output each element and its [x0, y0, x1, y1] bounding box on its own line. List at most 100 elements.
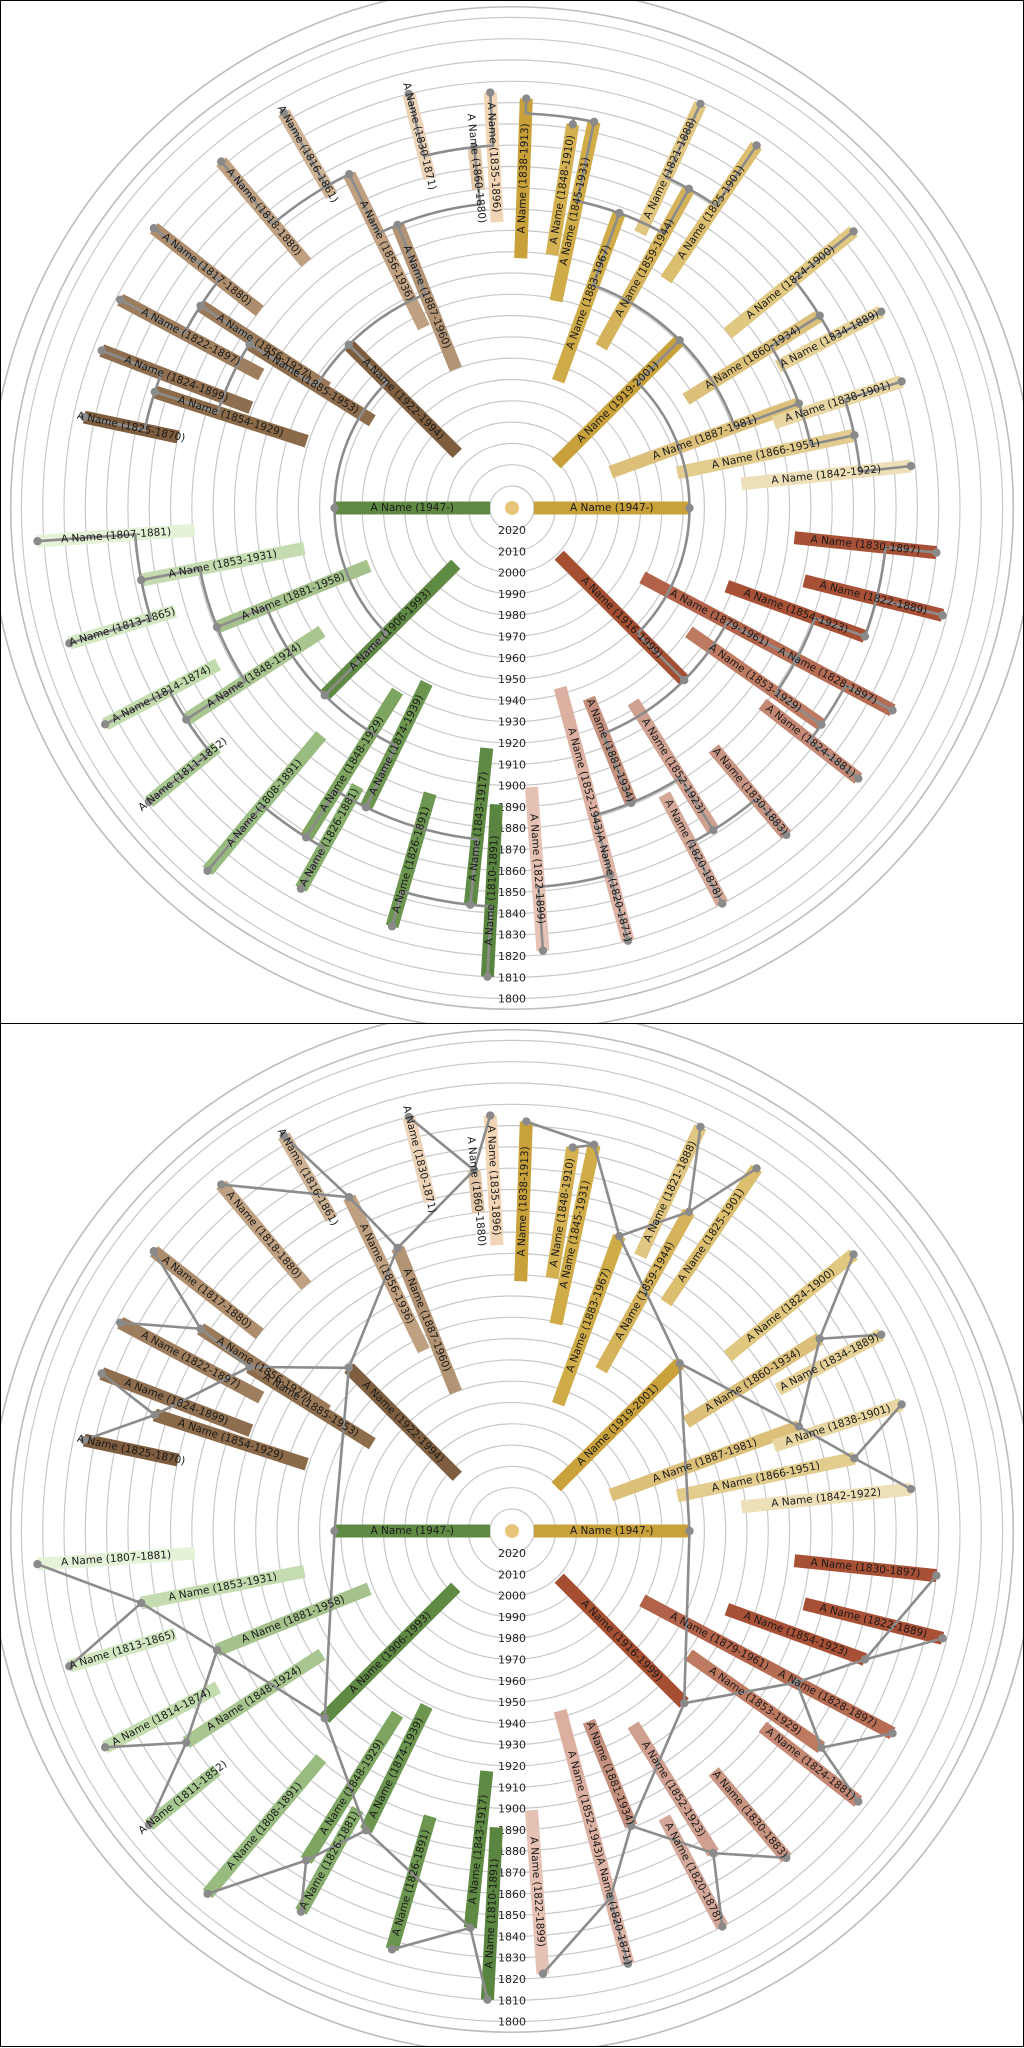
person-bar-c5[interactable] [685, 1649, 826, 1753]
person-bar-b13[interactable] [117, 1316, 265, 1404]
person-bar-a1[interactable] [551, 1358, 685, 1492]
person-bar-d1[interactable] [320, 1582, 461, 1723]
person-bar-b12[interactable] [149, 1246, 264, 1339]
birth-node [709, 825, 718, 835]
birth-node [344, 1363, 354, 1373]
person-bar-c10[interactable] [759, 1658, 896, 1740]
person-bar-c8[interactable] [793, 1554, 938, 1583]
person-label: A Name (1813-1865) [68, 1628, 177, 1672]
person-bar-b14[interactable] [99, 1367, 254, 1437]
person-bar-a3[interactable] [552, 1233, 626, 1407]
person-bar-d10[interactable] [102, 1681, 222, 1754]
birth-node [817, 1743, 826, 1752]
person-bar-d9[interactable] [67, 1627, 178, 1673]
birth-node [568, 120, 577, 129]
year-label: 1930 [498, 716, 526, 729]
person-bar-a15[interactable] [514, 1121, 533, 1282]
person-label: A Name (1830-1883) [710, 1769, 790, 1861]
person-bar-b2[interactable] [391, 1245, 462, 1395]
year-label: 1990 [498, 588, 526, 601]
year-label: 1950 [498, 1696, 526, 1709]
birth-node [149, 1247, 159, 1256]
person-bar-b6[interactable] [197, 1323, 331, 1417]
person-bar-a11[interactable] [740, 1482, 912, 1514]
person-bar-d12[interactable] [202, 1754, 327, 1898]
birth-node [938, 1634, 947, 1643]
person-bar-a12[interactable] [660, 1164, 762, 1307]
person-bar-c12[interactable] [708, 1767, 792, 1863]
birth-node [361, 1826, 371, 1835]
person-bar-d8[interactable] [37, 1546, 196, 1571]
person-bar-a7[interactable] [549, 1143, 601, 1326]
year-label: 1900 [498, 1803, 526, 1816]
person-bar-d6[interactable] [300, 1710, 404, 1864]
person-bar-d5[interactable] [182, 1648, 326, 1748]
person-bar-b11[interactable] [402, 1115, 437, 1204]
person-bar-c4[interactable] [724, 1603, 868, 1666]
person-bar-a8[interactable] [723, 1249, 858, 1362]
person-bar-c11[interactable] [758, 1721, 863, 1807]
person-bar-a5[interactable] [675, 1451, 856, 1503]
person-bar-d2[interactable] [214, 1582, 372, 1657]
year-ring [255, 1274, 769, 1788]
birth-node [615, 208, 624, 218]
year-label: 1840 [498, 907, 526, 920]
person-bar-d11[interactable] [144, 1764, 221, 1831]
person-label: A Name (1830-1897) [810, 533, 921, 556]
year-label: 2020 [498, 1547, 526, 1560]
birth-node [302, 1856, 311, 1865]
year-label: 1890 [498, 801, 526, 814]
birth-node [888, 1729, 897, 1738]
birth-node [850, 431, 859, 440]
birth-node [65, 639, 74, 648]
person-bar-c6[interactable] [627, 1721, 719, 1857]
birth-node [116, 295, 125, 304]
person-bar-a13[interactable] [634, 1124, 707, 1259]
birth-node [615, 1231, 624, 1241]
person-bar-a2[interactable] [608, 1420, 802, 1502]
person-bar-b7[interactable] [152, 1408, 309, 1471]
year-label: 1800 [498, 2016, 526, 2029]
birth-node [684, 1207, 694, 1217]
parent-link [820, 1732, 894, 1749]
person-bar-c9[interactable] [802, 1597, 945, 1645]
person-bar-d15[interactable] [480, 1827, 503, 2000]
person-bar-d4[interactable] [139, 1564, 306, 1610]
parent-link [323, 693, 398, 809]
parent-link [199, 1327, 251, 1369]
person-bar-c13[interactable] [658, 1814, 729, 1930]
fan-chart-arc-svg: 2020 2010 2000 1990 1980 1970 1960 1950 1940 1930… [1, 1, 1023, 1023]
person-bar-c1[interactable] [554, 1573, 689, 1708]
person-label: A Name (1835-1896) [485, 102, 503, 213]
year-label: 1980 [498, 1632, 526, 1645]
person-label: A Name (1838-1913) [516, 1146, 532, 1257]
birth-node [217, 157, 226, 166]
person-bar-b5[interactable] [467, 1169, 485, 1214]
person-bar-d14[interactable] [385, 1814, 437, 1952]
person-bar-d13[interactable] [295, 1806, 364, 1915]
person-bar-c15[interactable] [525, 1809, 550, 1975]
person-bar-d7[interactable] [463, 1770, 494, 1929]
person-bar-b8[interactable] [278, 1132, 338, 1222]
parent-link [682, 620, 798, 682]
person-bar-a10[interactable] [771, 1398, 904, 1453]
person-bar-c3[interactable] [582, 1718, 638, 1829]
person-label: A Name (1830-1871) [400, 1104, 438, 1214]
birth-node [393, 220, 402, 230]
person-bar-a15[interactable] [514, 98, 533, 259]
person-bar-b15[interactable] [82, 1433, 180, 1467]
person-bar-a14[interactable] [545, 123, 580, 256]
birth-node [196, 301, 205, 310]
person-label: A Name (1838-1913) [516, 123, 532, 234]
birth-node [296, 884, 306, 893]
person-bar-b1[interactable] [344, 1363, 462, 1481]
person-bar-d3[interactable] [360, 1702, 433, 1834]
birth-node [850, 1454, 859, 1463]
person-bar-b9[interactable] [216, 1180, 312, 1290]
person-bar-b10[interactable] [483, 1115, 504, 1246]
birth-node [752, 141, 761, 150]
person-bar-a9[interactable] [774, 1328, 885, 1396]
birth-node [696, 99, 705, 109]
person-bar-a14[interactable] [545, 1146, 580, 1279]
person-bar-a4[interactable] [682, 1333, 824, 1428]
